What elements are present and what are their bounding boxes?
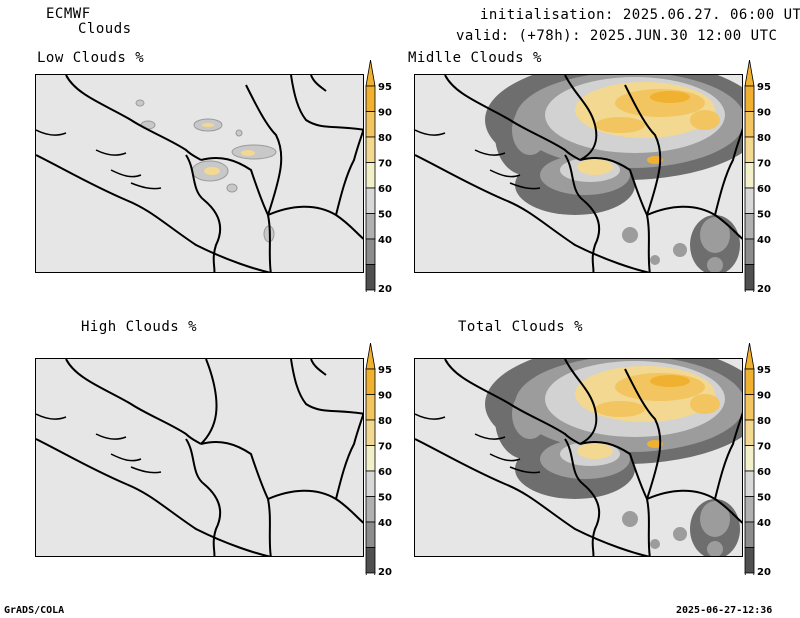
colorbar-tick-label: 40: [757, 518, 771, 529]
init-time-label: initialisation: 2025.06.27. 06:00 UTC: [480, 7, 800, 23]
panel-title-high: High Clouds %: [81, 319, 198, 335]
colorbar-segment: [365, 136, 376, 163]
colorbar-segment: [744, 136, 755, 163]
colorbar-tick-label: 50: [378, 210, 392, 221]
colorbar-tick-label: 60: [757, 184, 771, 195]
colorbar-top-arrow: [365, 60, 376, 87]
colorbar-segment: [365, 368, 376, 395]
colorbar-tick-label: 80: [757, 416, 771, 427]
panel-title-middle: Midlle Clouds %: [408, 50, 542, 66]
colorbar-tick-label: 70: [378, 442, 392, 453]
colorbar-low: 95 90 80 70 60 50 40 20: [365, 60, 392, 292]
colorbar-tick-label: 50: [757, 493, 771, 504]
colorbar-tick-label: 80: [378, 133, 392, 144]
colorbar-tick-label: 20: [757, 567, 771, 575]
colorbar-tick-label: 95: [378, 82, 392, 93]
colorbar-high: 95 90 80 70 60 50 40 20: [365, 343, 392, 575]
valid-time-label: valid: (+78h): 2025.JUN.30 12:00 UTC: [456, 28, 778, 44]
colorbar-segment: [365, 213, 376, 240]
map-low-clouds-drawing: [36, 75, 363, 272]
colorbar-segment: [365, 238, 376, 265]
colorbar-tick-label: 20: [378, 284, 392, 292]
render-timestamp: 2025-06-27-12:36: [676, 605, 773, 616]
colorbar-tick-label: 90: [378, 108, 392, 119]
colorbar-tick-label: 90: [378, 391, 392, 402]
colorbar-tick-label: 20: [757, 284, 771, 292]
colorbar-total: 95 90 80 70 60 50 40 20: [744, 343, 771, 575]
colorbar-tick-label: 80: [757, 133, 771, 144]
colorbar-segment: [744, 521, 755, 548]
colorbar-top-arrow: [365, 343, 376, 370]
colorbar-tick-label: 40: [378, 235, 392, 246]
colorbar-segment: [365, 394, 376, 421]
colorbar-tick-label: 40: [378, 518, 392, 529]
colorbar-segment: [744, 470, 755, 497]
colorbar-top-arrow: [744, 343, 755, 370]
colorbar-tick-label: 50: [757, 210, 771, 221]
colorbar-top-arrow: [744, 60, 755, 87]
colorbar-tick-label: 50: [378, 493, 392, 504]
colorbar-tick-label: 90: [757, 391, 771, 402]
map-middle-clouds-drawing: [415, 75, 742, 272]
colorbar-segment: [744, 368, 755, 395]
colorbar-middle: 95 90 80 70 60 50 40 20: [744, 60, 771, 292]
colorbar-segment: [365, 496, 376, 523]
colorbar-tick-label: 95: [757, 365, 771, 376]
colorbar-tick-label: 40: [757, 235, 771, 246]
map-middle-clouds: [414, 74, 743, 273]
colorbar-segment: [365, 547, 376, 574]
panel-title-low: Low Clouds %: [37, 50, 145, 66]
map-total-clouds: [414, 358, 743, 557]
colorbar-tick-label: 20: [378, 567, 392, 575]
colorbar-segment: [744, 264, 755, 291]
colorbar-tick-label: 70: [378, 159, 392, 170]
colorbar-tick-label: 60: [378, 184, 392, 195]
colorbar-tick-label: 95: [757, 82, 771, 93]
colorbar-segment: [744, 394, 755, 421]
colorbar-segment: [744, 496, 755, 523]
colorbar-bottom-arrow: [744, 289, 755, 292]
colorbar-segment: [365, 85, 376, 112]
map-low-clouds: [35, 74, 364, 273]
colorbar-segment: [365, 445, 376, 472]
colorbar-segment: [365, 264, 376, 291]
map-high-clouds-drawing: [36, 359, 363, 556]
map-high-clouds: [35, 358, 364, 557]
map-total-clouds-drawing: [415, 359, 742, 556]
colorbar-tick-label: 95: [378, 365, 392, 376]
colorbar-tick-label: 70: [757, 159, 771, 170]
colorbar-segment: [744, 162, 755, 189]
colorbar-tick-label: 60: [378, 467, 392, 478]
colorbar-segment: [365, 419, 376, 446]
colorbar-segment: [744, 187, 755, 214]
colorbar-segment: [365, 111, 376, 138]
colorbar-segment: [365, 187, 376, 214]
colorbar-tick-label: 60: [757, 467, 771, 478]
colorbar-segment: [744, 85, 755, 112]
colorbar-bottom-arrow: [744, 572, 755, 575]
software-credit: GrADS/COLA: [4, 605, 65, 616]
colorbar-tick-label: 70: [757, 442, 771, 453]
colorbar-segment: [744, 111, 755, 138]
colorbar-segment: [744, 419, 755, 446]
model-label: ECMWF: [46, 6, 91, 22]
colorbar-segment: [744, 238, 755, 265]
colorbar-segment: [365, 470, 376, 497]
colorbar-bottom-arrow: [365, 289, 376, 292]
product-label: Clouds: [78, 21, 132, 37]
colorbar-segment: [365, 162, 376, 189]
panel-title-total: Total Clouds %: [458, 319, 584, 335]
colorbar-segment: [744, 213, 755, 240]
colorbar-segment: [744, 547, 755, 574]
colorbar-tick-label: 90: [757, 108, 771, 119]
colorbar-tick-label: 80: [378, 416, 392, 427]
colorbar-bottom-arrow: [365, 572, 376, 575]
colorbar-segment: [744, 445, 755, 472]
colorbar-segment: [365, 521, 376, 548]
